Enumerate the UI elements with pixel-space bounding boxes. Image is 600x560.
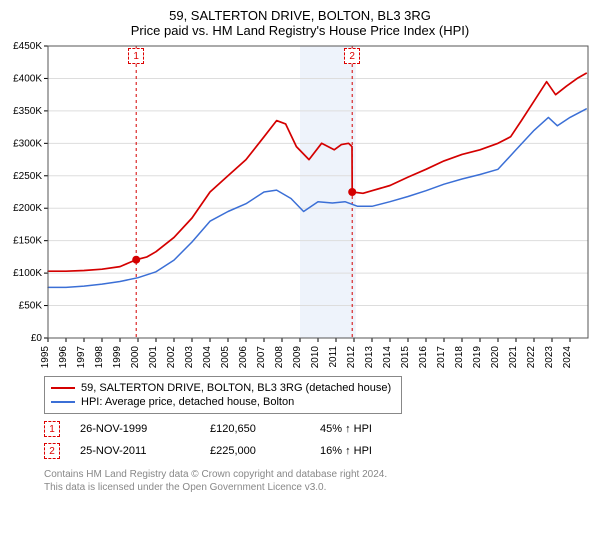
svg-text:1998: 1998 xyxy=(94,346,105,369)
svg-text:2000: 2000 xyxy=(130,346,141,369)
page-subtitle: Price paid vs. HM Land Registry's House … xyxy=(0,23,600,38)
transaction-marker: 1 xyxy=(44,421,60,437)
page-title: 59, SALTERTON DRIVE, BOLTON, BL3 3RG xyxy=(0,8,600,23)
svg-text:1999: 1999 xyxy=(112,346,123,369)
legend-swatch xyxy=(51,387,75,389)
svg-text:2015: 2015 xyxy=(400,346,411,369)
svg-text:2007: 2007 xyxy=(256,346,267,369)
footnote: Contains HM Land Registry data © Crown c… xyxy=(44,468,600,494)
svg-text:£100K: £100K xyxy=(13,268,42,279)
transaction-price: £225,000 xyxy=(210,445,300,457)
svg-text:2001: 2001 xyxy=(148,346,159,369)
svg-text:£250K: £250K xyxy=(13,171,42,182)
svg-text:2022: 2022 xyxy=(526,346,537,369)
svg-text:2024: 2024 xyxy=(562,346,573,369)
footnote-line: Contains HM Land Registry data © Crown c… xyxy=(44,468,600,481)
svg-text:£450K: £450K xyxy=(13,41,42,52)
transaction-marker: 2 xyxy=(44,443,60,459)
svg-text:2008: 2008 xyxy=(274,346,285,369)
transaction-date: 25-NOV-2011 xyxy=(80,445,190,457)
svg-text:£50K: £50K xyxy=(19,301,43,312)
transaction-row: 2 25-NOV-2011 £225,000 16% ↑ HPI xyxy=(44,440,600,462)
legend-item: 59, SALTERTON DRIVE, BOLTON, BL3 3RG (de… xyxy=(51,381,391,395)
legend-swatch xyxy=(51,401,75,403)
svg-text:2023: 2023 xyxy=(544,346,555,369)
transaction-hpi: 45% ↑ HPI xyxy=(320,423,410,435)
transaction-hpi: 16% ↑ HPI xyxy=(320,445,410,457)
sale-marker-label: 2 xyxy=(344,48,360,64)
legend-label: 59, SALTERTON DRIVE, BOLTON, BL3 3RG (de… xyxy=(81,382,391,394)
svg-text:2002: 2002 xyxy=(166,346,177,369)
svg-text:2020: 2020 xyxy=(490,346,501,369)
svg-text:£300K: £300K xyxy=(13,138,42,149)
chart-area: £0 £50K £100K £150K £200K £250K £300K £350K £400… xyxy=(0,40,600,370)
sale-marker-label: 1 xyxy=(128,48,144,64)
svg-text:1995: 1995 xyxy=(40,346,51,369)
svg-text:2006: 2006 xyxy=(238,346,249,369)
svg-text:£350K: £350K xyxy=(13,106,42,117)
transactions-table: 1 26-NOV-1999 £120,650 45% ↑ HPI 2 25-NOV-201… xyxy=(44,418,600,462)
svg-text:2013: 2013 xyxy=(364,346,375,369)
svg-text:2010: 2010 xyxy=(310,346,321,369)
svg-text:£200K: £200K xyxy=(13,203,42,214)
legend-label: HPI: Average price, detached house, Bolt… xyxy=(81,396,294,408)
svg-text:2021: 2021 xyxy=(508,346,519,369)
transaction-date: 26-NOV-1999 xyxy=(80,423,190,435)
svg-text:2014: 2014 xyxy=(382,346,393,369)
svg-text:2011: 2011 xyxy=(328,346,339,368)
transaction-row: 1 26-NOV-1999 £120,650 45% ↑ HPI xyxy=(44,418,600,440)
footnote-line: This data is licensed under the Open Gov… xyxy=(44,481,600,494)
svg-text:2012: 2012 xyxy=(346,346,357,369)
svg-text:2009: 2009 xyxy=(292,346,303,369)
svg-text:2004: 2004 xyxy=(202,346,213,369)
svg-text:1997: 1997 xyxy=(76,346,87,369)
svg-text:£0: £0 xyxy=(31,333,43,344)
svg-text:1996: 1996 xyxy=(58,346,69,369)
svg-text:2018: 2018 xyxy=(454,346,465,369)
transaction-price: £120,650 xyxy=(210,423,300,435)
svg-text:2019: 2019 xyxy=(472,346,483,369)
svg-text:2003: 2003 xyxy=(184,346,195,369)
svg-text:2017: 2017 xyxy=(436,346,447,369)
svg-text:2016: 2016 xyxy=(418,346,429,369)
svg-text:£150K: £150K xyxy=(13,236,42,247)
legend: 59, SALTERTON DRIVE, BOLTON, BL3 3RG (de… xyxy=(44,376,402,414)
legend-item: HPI: Average price, detached house, Bolt… xyxy=(51,395,391,409)
price-chart: £0 £50K £100K £150K £200K £250K £300K £350K £400… xyxy=(0,40,600,370)
svg-text:2005: 2005 xyxy=(220,346,231,369)
svg-text:£400K: £400K xyxy=(13,73,42,84)
